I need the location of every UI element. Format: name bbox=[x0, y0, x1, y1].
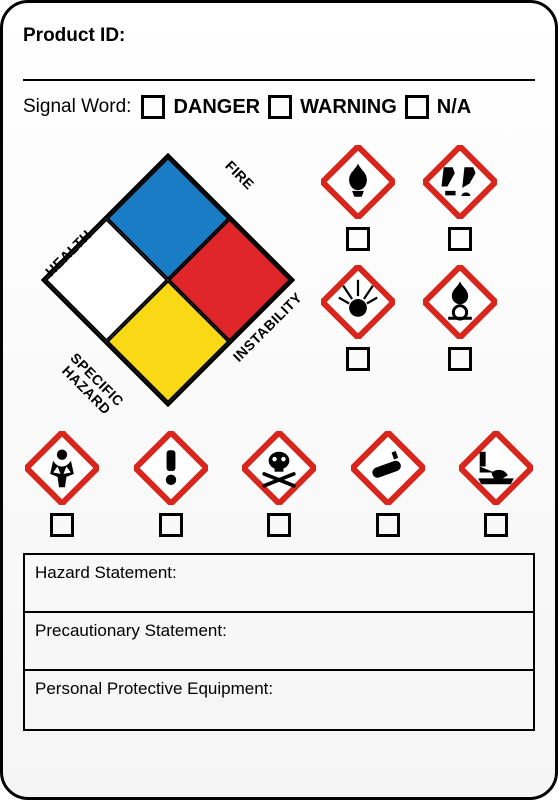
ghs-right-column bbox=[321, 135, 497, 371]
gas-cylinder-icon bbox=[351, 431, 425, 505]
ghs-environment bbox=[459, 431, 533, 537]
ghs-exploding-bomb bbox=[321, 265, 395, 371]
statements-box: Hazard Statement: Precautionary Statemen… bbox=[23, 553, 535, 731]
product-id-label: Product ID: bbox=[23, 25, 125, 46]
flame-over-circle-icon bbox=[423, 265, 497, 339]
checkbox-flame[interactable] bbox=[346, 227, 370, 251]
ghs-flame-over-circle bbox=[423, 265, 497, 371]
ghs-gas-cylinder bbox=[351, 431, 425, 537]
checkbox-danger[interactable] bbox=[141, 95, 165, 119]
flame-icon bbox=[321, 145, 395, 219]
checkbox-warning[interactable] bbox=[268, 95, 292, 119]
checkbox-flame-over-circle[interactable] bbox=[448, 347, 472, 371]
checkbox-health-hazard[interactable] bbox=[50, 513, 74, 537]
product-id-section: Product ID: bbox=[23, 25, 535, 81]
checkbox-corrosion[interactable] bbox=[448, 227, 472, 251]
ghs-exclamation bbox=[134, 431, 208, 537]
corrosion-icon bbox=[423, 145, 497, 219]
nfpa-fire-label: FIRE bbox=[222, 157, 257, 192]
precautionary-statement-row[interactable]: Precautionary Statement: bbox=[25, 613, 533, 671]
ghs-skull-crossbones bbox=[242, 431, 316, 537]
exploding-bomb-icon bbox=[321, 265, 395, 339]
checkbox-environment[interactable] bbox=[484, 513, 508, 537]
option-na: N/A bbox=[437, 96, 471, 119]
checkbox-na[interactable] bbox=[405, 95, 429, 119]
ppe-label: Personal Protective Equipment: bbox=[35, 679, 273, 698]
option-warning: WARNING bbox=[300, 96, 397, 119]
checkbox-exploding-bomb[interactable] bbox=[346, 347, 370, 371]
skull-crossbones-icon bbox=[242, 431, 316, 505]
product-id-input-line[interactable] bbox=[23, 51, 535, 81]
ghs-corrosion bbox=[423, 145, 497, 251]
middle-section: HEALTH FIRE INSTABILITY SPECIFICHAZARD bbox=[23, 135, 535, 425]
ghs-flame bbox=[321, 145, 395, 251]
environment-icon bbox=[459, 431, 533, 505]
checkbox-gas-cylinder[interactable] bbox=[376, 513, 400, 537]
checkbox-skull[interactable] bbox=[267, 513, 291, 537]
signal-word-label: Signal Word: bbox=[23, 96, 131, 118]
ghs-health-hazard bbox=[25, 431, 99, 537]
nfpa-specific-hazard-label: SPECIFICHAZARD bbox=[56, 350, 126, 420]
ppe-row[interactable]: Personal Protective Equipment: bbox=[25, 671, 533, 729]
hazard-statement-row[interactable]: Hazard Statement: bbox=[25, 555, 533, 613]
ghs-nfpa-label: Product ID: Signal Word: DANGER WARNING … bbox=[0, 0, 558, 800]
hazard-statement-label: Hazard Statement: bbox=[35, 563, 177, 582]
health-hazard-icon bbox=[25, 431, 99, 505]
checkbox-exclamation[interactable] bbox=[159, 513, 183, 537]
option-danger: DANGER bbox=[173, 96, 260, 119]
precautionary-statement-label: Precautionary Statement: bbox=[35, 621, 227, 640]
nfpa-diamond: HEALTH FIRE INSTABILITY SPECIFICHAZARD bbox=[23, 135, 313, 425]
ghs-bottom-row bbox=[23, 431, 535, 537]
exclamation-icon bbox=[134, 431, 208, 505]
signal-word-row: Signal Word: DANGER WARNING N/A bbox=[23, 95, 535, 119]
